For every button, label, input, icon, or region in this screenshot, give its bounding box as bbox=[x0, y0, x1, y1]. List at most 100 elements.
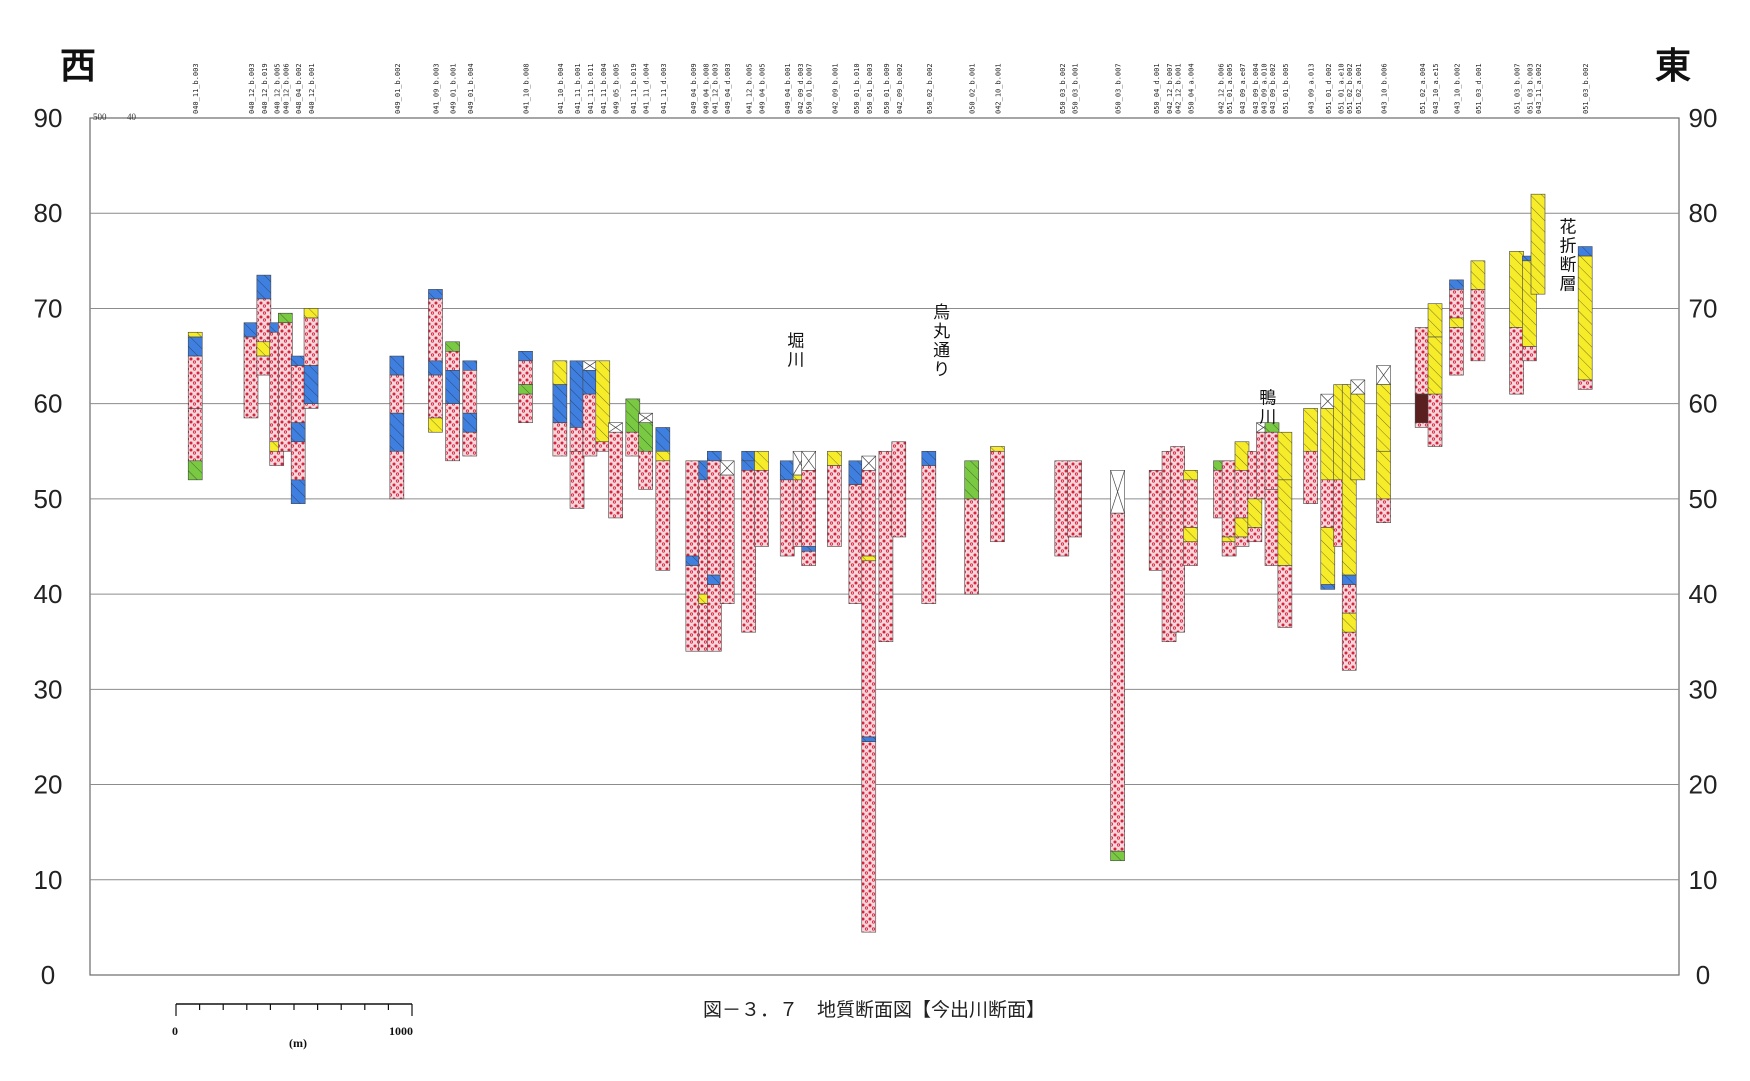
layer-red bbox=[1264, 431, 1280, 490]
borehole-id-label: 050_04_d.001 bbox=[1153, 63, 1161, 114]
layer-hatch bbox=[278, 313, 293, 323]
layer-hatch bbox=[861, 736, 876, 742]
y-tick-left-30: 30 bbox=[34, 674, 63, 704]
layer-red bbox=[1427, 393, 1443, 447]
layer-hatch bbox=[861, 556, 876, 561]
borehole-050_03_b.001 bbox=[1067, 460, 1082, 538]
borehole-id-label: 051_01_a.005 bbox=[1226, 63, 1234, 114]
borehole-050_01_b.009 bbox=[878, 450, 894, 643]
layer-red bbox=[1054, 460, 1070, 557]
borehole-id-label: 043_10_b.006 bbox=[1381, 63, 1389, 114]
y-tick-right-20: 20 bbox=[1689, 770, 1718, 800]
layer-red bbox=[187, 408, 203, 462]
layer-hatch bbox=[1183, 470, 1198, 480]
borehole-id-label: 041_11_d.003 bbox=[660, 63, 668, 114]
layer-hatch bbox=[1376, 451, 1391, 499]
borehole-041_12_b.003 bbox=[707, 450, 722, 652]
borehole-id-label: 040_12_b.001 bbox=[308, 63, 316, 114]
layer-hatch bbox=[445, 341, 460, 352]
borehole-042_12_b.001 bbox=[1170, 446, 1185, 633]
no-core-mark bbox=[1320, 393, 1336, 409]
layer-red bbox=[1470, 289, 1486, 362]
layer-red bbox=[1509, 327, 1524, 395]
layer-hatch bbox=[707, 575, 722, 585]
layer-red bbox=[595, 441, 611, 452]
layer-hatch bbox=[269, 441, 284, 452]
borehole-id-label: 043_09_b.004 bbox=[1252, 63, 1260, 114]
layer-red bbox=[569, 450, 585, 509]
no-core-mark bbox=[1350, 379, 1366, 395]
borehole-id-label: 043_09_a.010 bbox=[1260, 63, 1268, 114]
west-label: 西 bbox=[60, 46, 96, 87]
no-core-mark bbox=[719, 460, 735, 476]
layer-red bbox=[861, 560, 877, 738]
layer-hatch bbox=[256, 275, 271, 299]
layer-red bbox=[269, 450, 285, 466]
borehole-id-label: 050_01_b.010 bbox=[853, 63, 861, 114]
borehole-id-label: 043_11_a.002 bbox=[1535, 63, 1543, 114]
layer-hatch bbox=[582, 370, 597, 395]
borehole-040_12_b.003 bbox=[243, 322, 259, 419]
layer-red bbox=[921, 465, 937, 604]
borehole-051_01_d.002 bbox=[1320, 393, 1336, 590]
scale-bar-end: 1000 bbox=[389, 1024, 413, 1038]
layer-red bbox=[1183, 479, 1198, 528]
layer-hatch bbox=[552, 384, 567, 423]
layer-hatch bbox=[698, 594, 713, 604]
layer-hatch bbox=[655, 427, 670, 452]
layer-red bbox=[1221, 460, 1237, 538]
y-tick-left-50: 50 bbox=[34, 484, 63, 514]
borehole-id-label: 051_01_d.002 bbox=[1325, 63, 1333, 114]
borehole-id-label: 050_03_b.007 bbox=[1115, 63, 1123, 114]
borehole-id-label: 051_02_a.004 bbox=[1419, 63, 1427, 114]
y-tick-left-20: 20 bbox=[34, 770, 63, 800]
layer-hatch bbox=[638, 422, 653, 452]
layer-hatch bbox=[243, 322, 258, 338]
borehole-050_03_b.002 bbox=[1054, 460, 1070, 557]
y-tick-right-50: 50 bbox=[1689, 484, 1718, 514]
layer-red bbox=[861, 741, 877, 933]
layer-red bbox=[827, 465, 842, 547]
borehole-049_05_b.005 bbox=[608, 422, 623, 519]
borehole-040_11_b.003 bbox=[187, 331, 203, 481]
borehole-id-label: 041_11_b.019 bbox=[630, 63, 638, 114]
borehole-columns bbox=[187, 193, 1593, 933]
borehole-id-label: 041_11_b.001 bbox=[574, 63, 582, 114]
borehole-id-label: 050_02_b.002 bbox=[926, 63, 934, 114]
borehole-040_12_b.019 bbox=[256, 274, 272, 376]
annotation-label: 鴨川 bbox=[1259, 389, 1276, 428]
layer-red bbox=[1221, 541, 1237, 557]
y-tick-left-40: 40 bbox=[34, 579, 63, 609]
layer-hatch bbox=[1320, 527, 1335, 585]
layer-red bbox=[1277, 565, 1293, 628]
layer-hatch bbox=[1522, 256, 1537, 261]
y-tick-left-80: 80 bbox=[34, 198, 63, 228]
y-tick-right-90: 90 bbox=[1689, 103, 1718, 133]
layer-hatch bbox=[1578, 246, 1593, 257]
borehole-041_12_b.005 bbox=[741, 450, 756, 633]
layer-red bbox=[1067, 460, 1082, 538]
layer-hatch bbox=[1277, 479, 1292, 566]
layer-hatch bbox=[462, 360, 477, 371]
borehole-id-label: 040_12_b.006 bbox=[282, 63, 290, 114]
layer-red bbox=[754, 470, 769, 547]
layer-red bbox=[243, 336, 259, 419]
layer-red bbox=[707, 460, 722, 576]
layer-hatch bbox=[269, 322, 284, 333]
borehole-id-label: 041_10_b.008 bbox=[523, 63, 531, 114]
no-core-mark bbox=[582, 360, 598, 371]
y-tick-right-0: 0 bbox=[1696, 960, 1710, 990]
borehole-049_04_b.001 bbox=[779, 460, 795, 557]
y-tick-left-90: 90 bbox=[34, 103, 63, 133]
borehole-043_10_a.e15 bbox=[1427, 303, 1443, 447]
borehole-048_04_b.002 bbox=[290, 355, 306, 504]
borehole-050_01_b.003 bbox=[861, 455, 877, 933]
borehole-049_01_b.004 bbox=[462, 360, 478, 457]
layer-red bbox=[389, 374, 405, 414]
borehole-id-label: 041_11_b.004 bbox=[600, 63, 608, 114]
layer-red bbox=[1247, 527, 1263, 543]
layer-red bbox=[685, 565, 701, 652]
no-core-mark bbox=[1110, 470, 1125, 514]
borehole-id-label: 042_12_b.006 bbox=[1218, 63, 1226, 114]
